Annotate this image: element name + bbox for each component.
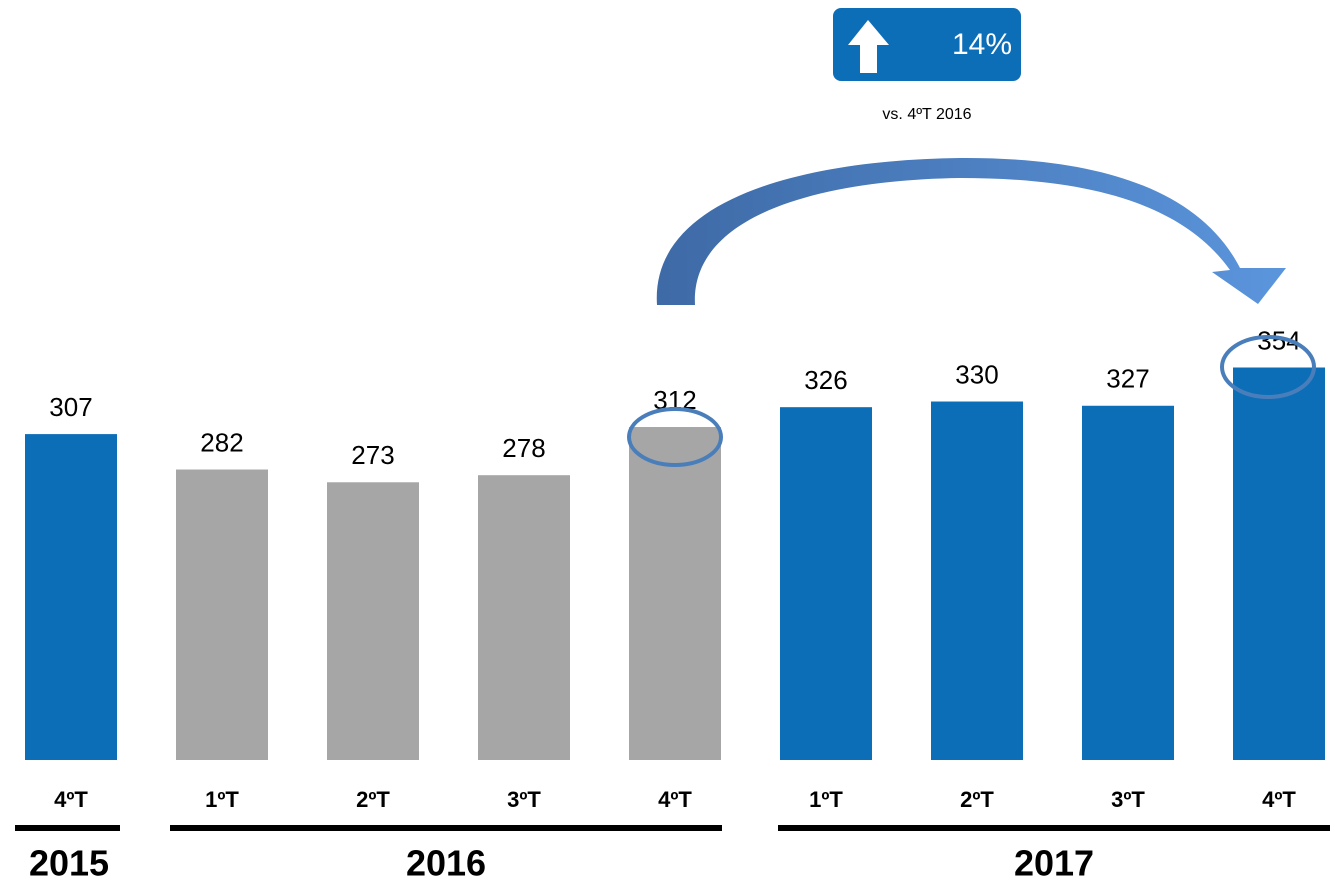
bar — [327, 482, 419, 760]
group-label: 2016 — [406, 843, 486, 884]
bar — [176, 469, 268, 760]
highlight-ring — [1220, 335, 1316, 399]
group-label: 2017 — [1014, 843, 1094, 884]
value-label: 278 — [502, 433, 545, 463]
x-tick-label: 3ºT — [507, 787, 541, 812]
bar — [629, 427, 721, 760]
bar — [478, 475, 570, 760]
value-label: 326 — [804, 365, 847, 395]
annotation-box — [833, 8, 1021, 81]
value-label: 327 — [1106, 364, 1149, 394]
bar — [931, 401, 1023, 760]
bar — [1082, 405, 1174, 760]
value-label: 330 — [955, 359, 998, 389]
value-label: 282 — [200, 427, 243, 457]
value-label: 307 — [49, 392, 92, 422]
highlight-ring — [627, 407, 723, 467]
bar — [25, 434, 117, 760]
x-tick-label: 1ºT — [809, 787, 843, 812]
x-tick-label: 4ºT — [658, 787, 692, 812]
annotation-value: 14% — [952, 28, 1012, 61]
curved-arrow — [656, 157, 1286, 305]
group-label: 2015 — [29, 843, 109, 884]
x-tick-label: 2ºT — [960, 787, 994, 812]
bar — [780, 407, 872, 760]
x-tick-label: 3ºT — [1111, 787, 1145, 812]
x-tick-label: 1ºT — [205, 787, 239, 812]
x-tick-label: 4ºT — [1262, 787, 1296, 812]
value-label: 273 — [351, 440, 394, 470]
bar — [1233, 367, 1325, 760]
annotation-note: vs. 4ºT 2016 — [882, 106, 971, 123]
x-tick-label: 2ºT — [356, 787, 390, 812]
x-tick-label: 4ºT — [54, 787, 88, 812]
up-arrow-icon — [848, 20, 889, 73]
